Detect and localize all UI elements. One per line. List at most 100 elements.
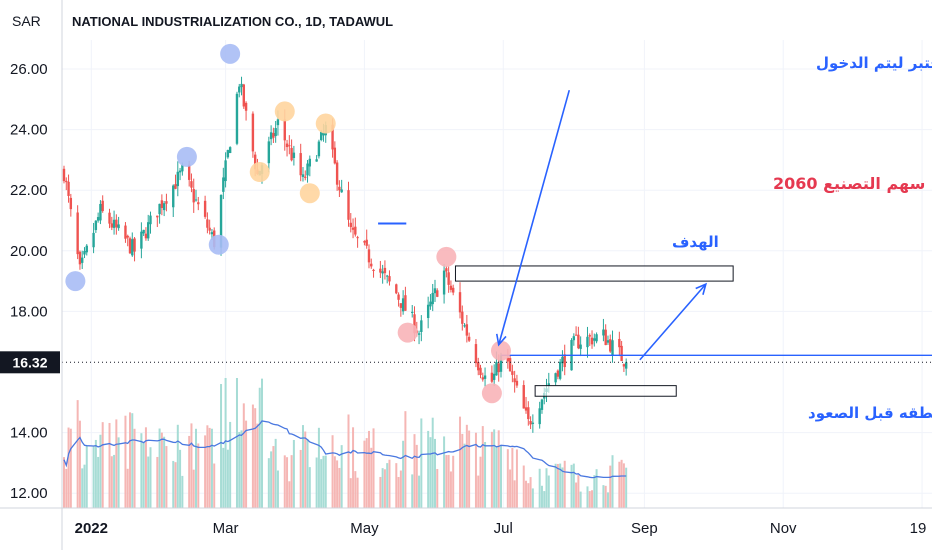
arrow-shaft <box>639 283 707 361</box>
candle-body <box>304 176 307 178</box>
volume-bar <box>370 447 373 508</box>
volume-bar <box>429 437 432 508</box>
volume-bar <box>563 460 566 508</box>
candle-body <box>527 407 530 420</box>
volume-bar <box>336 460 339 508</box>
candle-body <box>176 171 179 187</box>
candle-body <box>206 219 209 228</box>
candle-body <box>69 197 73 210</box>
candle-body <box>274 128 277 137</box>
volume-bar <box>65 468 68 508</box>
volume-bar <box>499 445 502 508</box>
candle-body <box>556 370 560 377</box>
candle-body <box>593 338 596 341</box>
candle-body <box>126 235 129 238</box>
candle-body <box>588 335 591 337</box>
candle-body <box>497 363 500 373</box>
volume-bar <box>493 429 496 508</box>
orange-marker <box>315 113 336 134</box>
volume-bar <box>251 404 254 508</box>
blue-marker <box>176 146 197 167</box>
candle-body <box>290 147 293 161</box>
candle-body <box>192 189 195 203</box>
chart-title: NATIONAL INDUSTRIALIZATION CO., 1D, TADA… <box>72 14 393 29</box>
volume-bar <box>163 436 166 508</box>
candle-body <box>413 314 416 334</box>
volume-bar <box>449 471 452 508</box>
volume-bar <box>222 447 225 508</box>
volume-bar <box>591 490 594 508</box>
volume-bar <box>149 447 152 508</box>
candle-body <box>461 311 464 324</box>
candle-body <box>178 170 182 173</box>
last-price-value: 16.32 <box>12 354 47 370</box>
candle-body <box>283 119 286 141</box>
volume-bar <box>258 387 261 508</box>
currency-label: SAR <box>12 13 41 29</box>
candle-body <box>622 364 626 367</box>
volume-bar <box>97 456 100 508</box>
volume-bar <box>133 428 136 508</box>
candle-body <box>194 199 198 201</box>
candle-body <box>513 378 516 383</box>
candle-body <box>67 181 70 196</box>
volume-bar <box>67 427 70 508</box>
candle-body <box>563 354 566 368</box>
volume-bar <box>338 467 341 508</box>
blue-marker <box>220 43 241 64</box>
volume-bar <box>420 418 423 508</box>
x-tick-label: May <box>350 520 379 537</box>
candle-body <box>483 375 487 379</box>
volume-bar <box>206 425 209 508</box>
candle-body <box>506 357 510 362</box>
volume-bar <box>356 477 359 508</box>
volume-bar <box>572 463 575 508</box>
volume-bar <box>586 486 589 508</box>
volume-bar <box>210 428 213 508</box>
candle-body <box>340 189 343 193</box>
candle-body <box>112 219 116 228</box>
candle-body <box>228 147 232 154</box>
volume-bar <box>445 455 448 508</box>
candle-body <box>420 320 423 333</box>
candle-body <box>62 168 66 182</box>
volume-bar <box>224 378 227 508</box>
volume-bar <box>299 449 302 508</box>
volume-bar <box>561 467 564 508</box>
volume-bar <box>165 446 168 508</box>
candle-body <box>117 224 120 229</box>
y-tick-label: 26.00 <box>10 61 48 78</box>
candle-body <box>515 380 519 386</box>
candle-body <box>429 301 432 307</box>
candle-body <box>547 383 550 386</box>
candle-body <box>128 238 132 254</box>
y-tick-label: 14.00 <box>10 425 48 442</box>
candle-body <box>399 303 403 308</box>
candle-body <box>529 421 532 425</box>
volume-bar <box>593 475 596 508</box>
volume-bar <box>463 443 466 508</box>
arrow-head <box>495 333 507 347</box>
candle-body <box>586 336 589 348</box>
candle-body <box>174 184 177 189</box>
volume-bar <box>301 425 304 508</box>
target-label: الهدف <box>672 233 719 251</box>
candle-body <box>285 143 289 148</box>
candle-body <box>618 338 621 348</box>
x-tick-label: 19 <box>910 520 927 537</box>
volume-bar <box>113 454 116 508</box>
volume-bar <box>85 445 88 508</box>
orange-marker <box>249 162 270 183</box>
volume-bar <box>588 491 591 508</box>
candle-body <box>602 329 605 336</box>
volume-bar <box>195 428 198 508</box>
volume-bar <box>513 480 516 508</box>
volume-bar <box>622 463 625 508</box>
candle-body <box>572 336 576 341</box>
red-marker <box>397 322 418 343</box>
volume-bar <box>468 430 471 508</box>
volume-bar <box>283 455 286 508</box>
candle-body <box>554 373 557 383</box>
volume-bar <box>577 475 580 508</box>
